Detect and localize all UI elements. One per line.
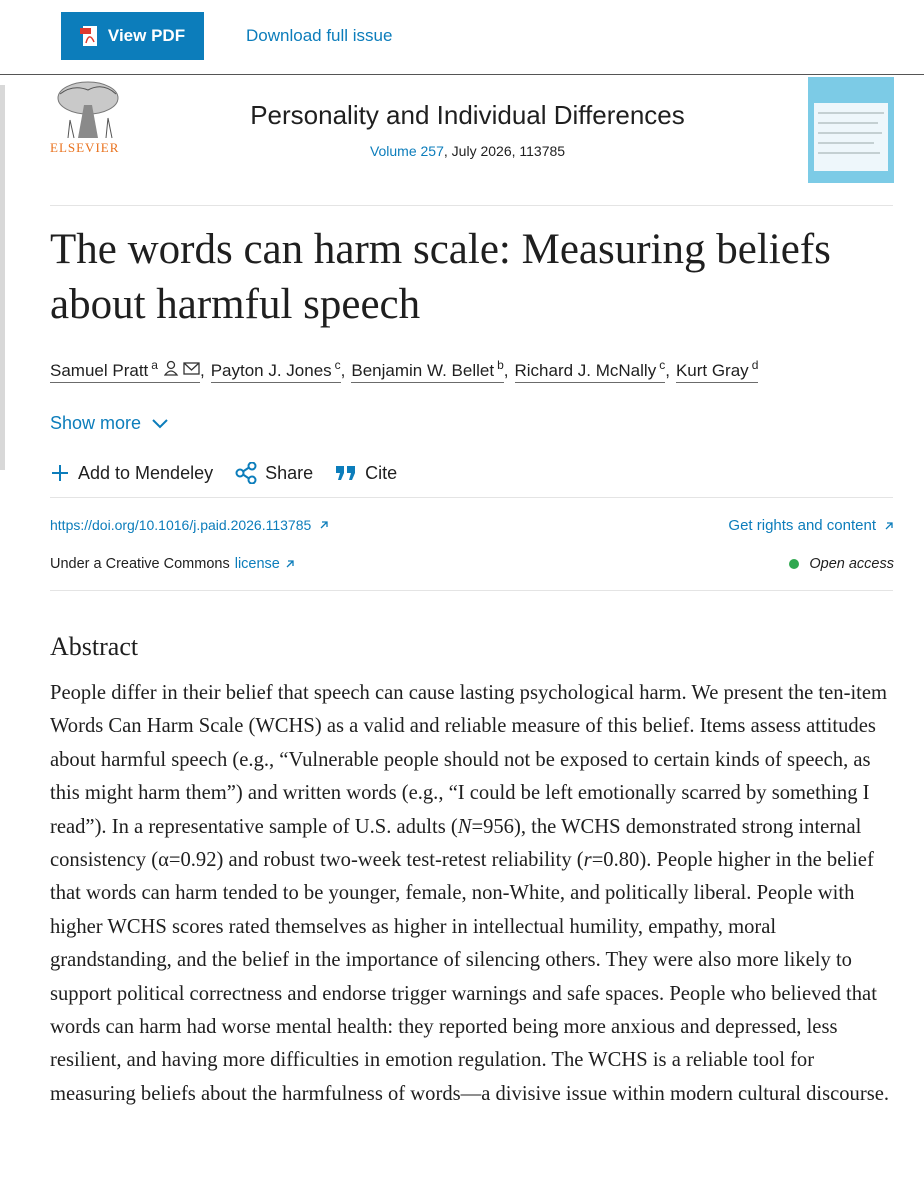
external-icon	[286, 560, 294, 568]
affiliation-mark: a	[151, 358, 158, 372]
elsevier-logo	[57, 81, 119, 139]
author-list: Samuel Pratt a, Payton J. Jones c, Benjamin …	[50, 358, 759, 383]
author[interactable]: Samuel Pratt a	[50, 358, 200, 383]
author-name: Benjamin W. Bellet	[351, 360, 495, 380]
external-icon	[885, 521, 893, 529]
rights-link[interactable]: Get rights and content	[728, 517, 894, 534]
affiliation-mark: b	[497, 358, 504, 372]
open-access: Open access	[789, 556, 894, 572]
journal-cover	[808, 77, 894, 183]
action-bar: Add to Mendeley Share Cite	[50, 462, 397, 484]
abstract-run: r	[583, 849, 592, 872]
author[interactable]: Benjamin W. Bellet b	[351, 358, 504, 383]
issue-details: , July 2026, 113785	[443, 143, 566, 159]
author-name: Samuel Pratt	[50, 360, 149, 380]
article-title: The words can harm scale: Measuring beli…	[50, 226, 831, 328]
license-link[interactable]: license	[234, 556, 280, 572]
status-dot	[789, 559, 800, 569]
issue-line: Volume 257, July 2026, 113785	[200, 143, 735, 159]
action-label: Share	[265, 462, 314, 483]
open-access-label: Open access	[809, 556, 894, 572]
affiliation-mark: c	[334, 358, 341, 372]
show-more[interactable]: Show more	[50, 413, 169, 434]
toolbar-border	[0, 74, 924, 75]
action-label: Cite	[365, 462, 398, 483]
author-separator: ,	[199, 360, 205, 380]
external-icon	[320, 521, 328, 529]
abstract-text: People differ in their belief that speec…	[50, 677, 895, 1111]
show-more-label: Show more	[50, 413, 142, 433]
abstract-run: N	[457, 815, 472, 838]
divider	[50, 205, 893, 206]
doi-link[interactable]: https://doi.org/10.1016/j.paid.2026.1137…	[50, 517, 329, 533]
abstract-run: =956), the WCHS demonstrated strong inte…	[50, 815, 862, 872]
chevron-icon	[152, 418, 168, 428]
rights-text: Get rights and content	[728, 517, 876, 534]
scroll-indicator	[0, 85, 5, 470]
share-icon	[235, 462, 257, 484]
plus-icon	[52, 465, 68, 481]
view-pdf-button[interactable]: View PDF	[61, 12, 204, 60]
author-separator: ,	[503, 360, 509, 380]
volume-link[interactable]: Volume 257	[369, 143, 444, 159]
abstract-heading: Abstract	[50, 632, 139, 661]
doi-text: https://doi.org/10.1016/j.paid.2026.1137…	[50, 517, 312, 533]
author-name: Richard J. McNally	[514, 360, 657, 380]
abstract-run: People differ in their belief that speec…	[50, 682, 888, 838]
contact-icons	[163, 360, 200, 376]
author-name: Kurt Gray	[675, 360, 749, 380]
share-action[interactable]: Share	[235, 462, 313, 484]
license-prefix: Under a Creative Commons	[50, 556, 230, 572]
author[interactable]: Payton J. Jones c	[210, 358, 341, 383]
action-label: Add to Mendeley	[78, 462, 214, 483]
affiliation-mark: d	[751, 358, 759, 372]
journal-name[interactable]: Personality and Individual Differences	[250, 100, 685, 130]
author[interactable]: Richard J. McNally c	[514, 358, 666, 383]
abstract-run: =0.80). People higher in the belief that…	[50, 849, 890, 1105]
author-name: Payton J. Jones	[210, 360, 332, 380]
mendeley-action[interactable]: Add to Mendeley	[50, 463, 213, 484]
divider	[50, 497, 893, 498]
pdf-icon	[79, 26, 97, 46]
affiliation-mark: c	[659, 358, 666, 372]
publisher-name: ELSEVIER	[50, 140, 120, 155]
license-line: Under a Creative Commons license	[50, 556, 295, 572]
author-separator: ,	[665, 360, 670, 380]
divider	[50, 590, 893, 591]
author-separator: ,	[340, 360, 346, 380]
author[interactable]: Kurt Gray d	[675, 358, 759, 383]
quote-icon	[336, 466, 356, 480]
download-link[interactable]: Download full issue	[246, 26, 393, 45]
cite-action[interactable]: Cite	[335, 463, 397, 484]
view-pdf-label: View PDF	[107, 26, 186, 45]
